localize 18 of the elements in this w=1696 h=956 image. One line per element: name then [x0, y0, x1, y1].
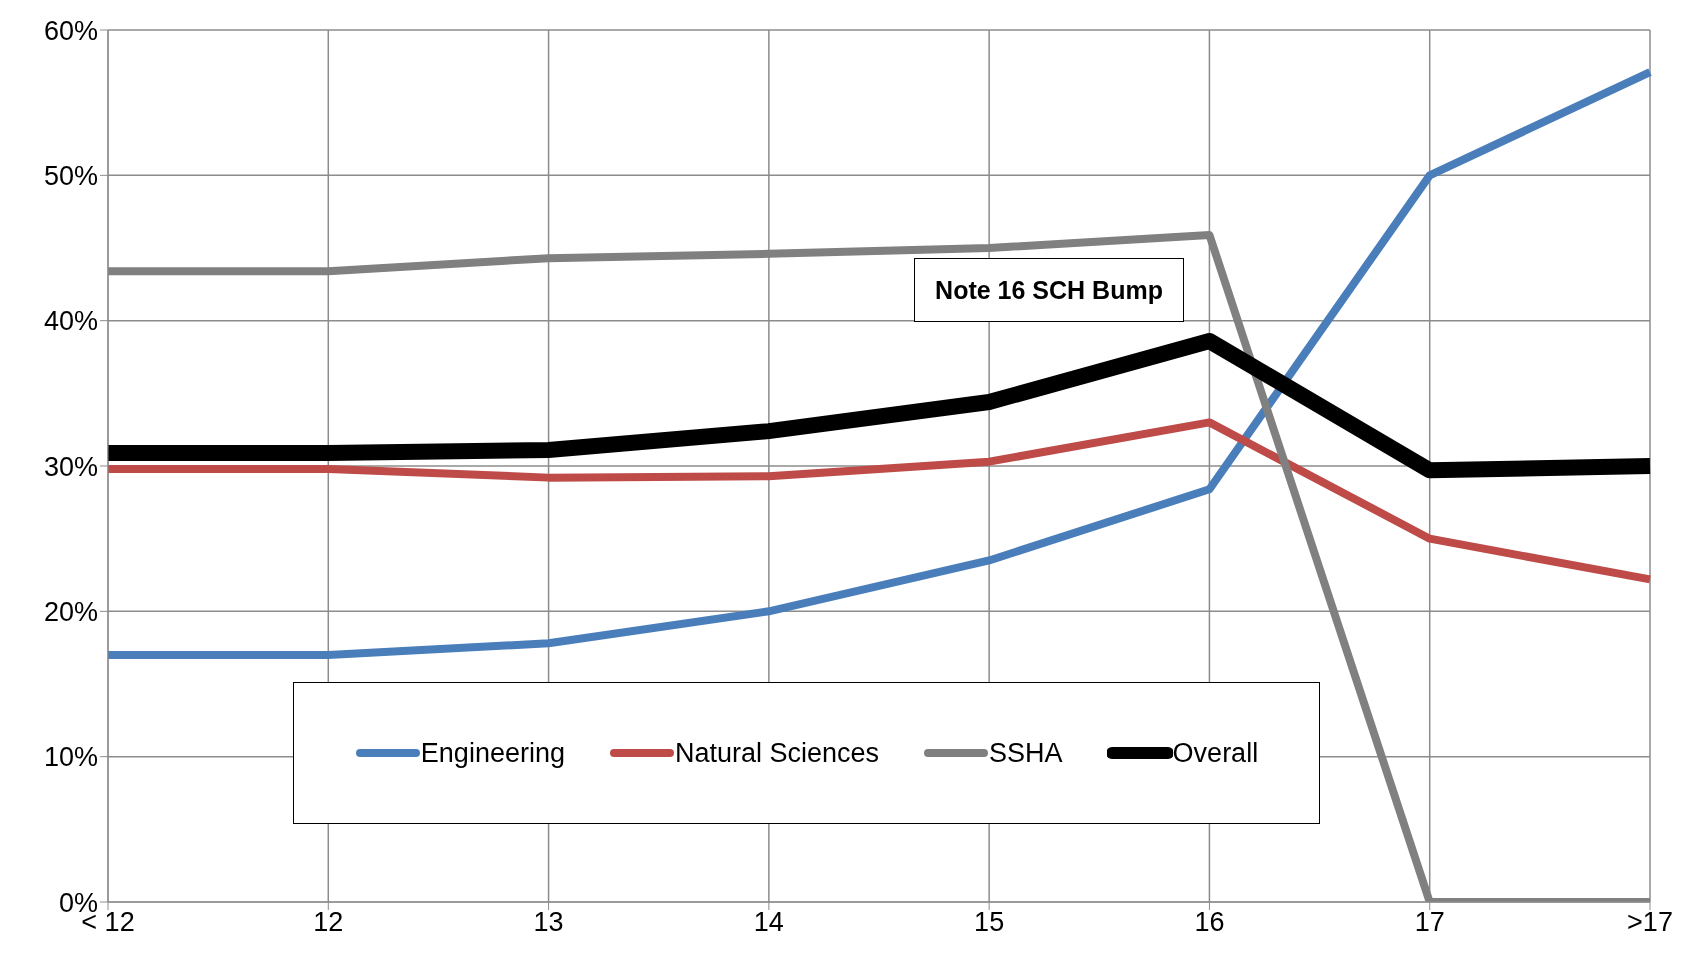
y-tick-label: 50% — [43, 160, 98, 191]
legend-label: Natural Sciences — [674, 737, 880, 769]
x-tick-label: 16 — [1194, 907, 1225, 938]
x-tick-label: >17 — [1627, 907, 1673, 938]
legend-label: SSHA — [989, 737, 1063, 769]
legend-label: Engineering — [420, 737, 565, 769]
x-tick-label: 17 — [1414, 907, 1445, 938]
x-tick-label: 13 — [533, 907, 564, 938]
y-tick-label: 10% — [43, 742, 98, 773]
y-tick-label: 60% — [43, 15, 98, 46]
x-tick-label: 12 — [313, 907, 344, 938]
y-tick-label: 30% — [43, 451, 98, 482]
legend-label: Overall — [1172, 737, 1259, 769]
x-tick-label: 14 — [753, 907, 784, 938]
x-tick-label: 15 — [974, 907, 1005, 938]
y-tick-label: 40% — [43, 306, 98, 337]
note-box: Note 16 SCH Bump — [914, 258, 1184, 322]
y-tick-label: 20% — [43, 596, 98, 627]
